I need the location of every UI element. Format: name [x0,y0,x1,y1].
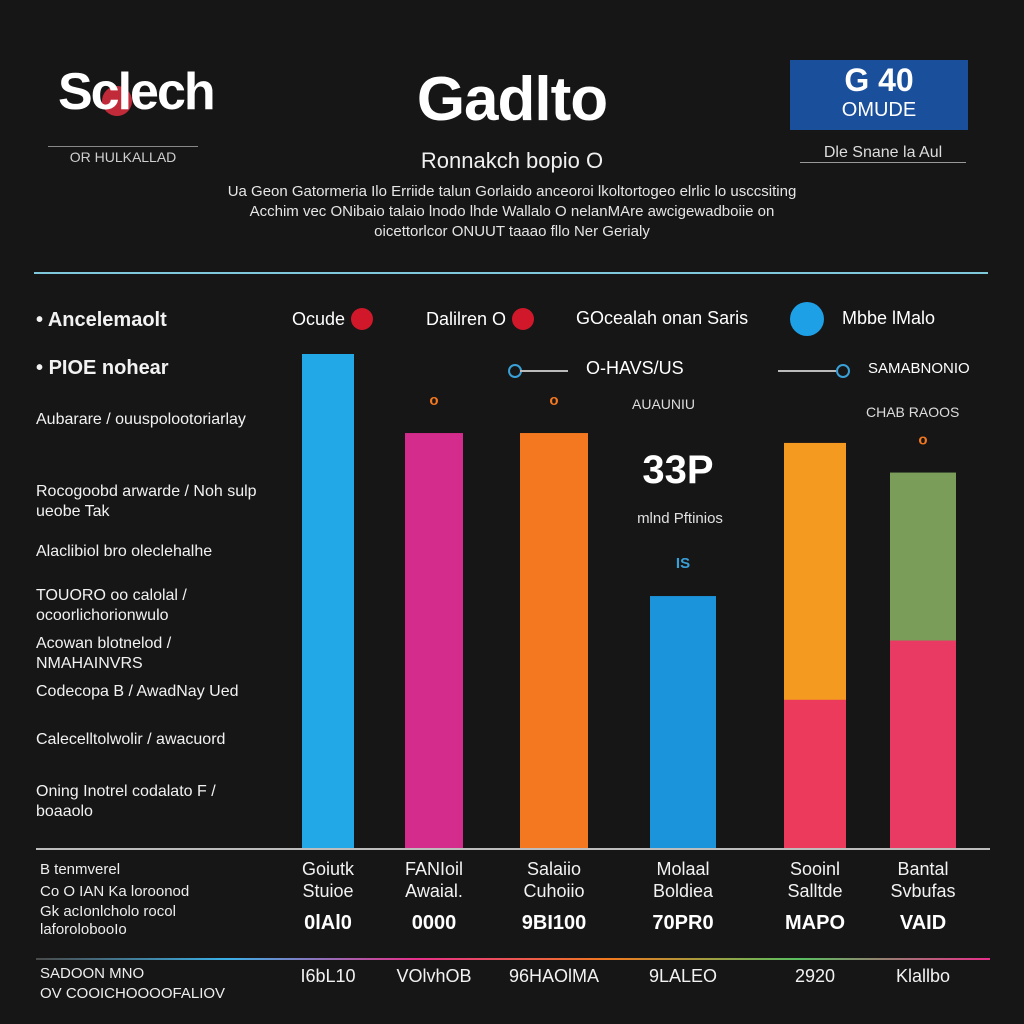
category-label: FANIoil Awaial. [404,859,464,901]
badge-big-text: G 40 [844,62,914,98]
value-label: MAPO [785,912,845,934]
circle-icon [351,308,374,330]
chart-title: Gadlto [416,65,608,134]
value-label: 0lAl0 [304,912,352,934]
bar-top-marker: o [429,392,438,409]
sidebar-item: • PIOE nohear [36,357,169,379]
legend-item: GOcealah onan Saris [576,308,748,329]
sidebar-item: Aubarare / ouuspolootoriarlay [36,411,246,428]
sidebar-item: • Ancelemaolt [36,309,167,331]
bar-segment [784,699,846,848]
footer-note: laforolobooIo [40,921,127,938]
sidebar-item: Acowan blotnelod / NMAHAINVRS [36,635,172,672]
secondary-label: 96HAOlMA [508,966,600,986]
category-label: Sooinl Salltde [787,859,843,901]
value-label: 9BI100 [521,912,587,934]
bar-top-marker: IS [676,555,690,572]
description-line: Acchim vec ONibaio talaio lnodo lhde Wal… [249,203,775,220]
right-label: SAMABNONIO [868,360,970,377]
bar [650,596,716,848]
callout-value: 33P [642,448,714,492]
description-line: oicettorlcor ONUUT taaao fllo Ner Gerial… [374,223,650,240]
secondary-label: Klallbo [895,966,951,986]
logo-subtitle: OR HULKALLAD [48,146,198,165]
value-label: 70PR0 [652,912,714,934]
sidebar-item: Calecelltolwolir / awacuord [36,731,226,748]
sidebar-item: Codecopa B / AwadNay Ued [36,683,239,700]
circle-icon [512,308,535,330]
category-label: Goiutk Stuioe [301,859,355,901]
chart-subtitle: Ronnakch bopio O [420,148,604,173]
chart-baseline [36,848,990,850]
bar [520,433,588,848]
secondary-label: 2920 [794,966,836,986]
footer-note: Co O IAN Ka loroonod [40,883,190,900]
callout-label: mlnd Pftinios [637,510,723,527]
footer-divider [36,958,990,960]
sidebar-item: Rocogoobd arwarde / Noh sulp ueobe Tak [36,483,257,520]
legend-label: Ocude [292,308,346,329]
legend-label: GOcealah onan Saris [576,308,749,328]
category-label: Molaal Boldiea [652,859,714,901]
badge-small-text: OMUDE [841,99,917,121]
value-label: 0000 [411,912,457,934]
bar [405,433,463,848]
logo: Sclech [58,62,216,122]
legend-item: Mbbe lMalo [842,308,935,329]
badge-caption: Dle Snane la Aul [800,144,966,163]
legend-item: Ocude [292,308,374,330]
bar-segment [890,640,956,848]
sidebar-item: Oning Inotrel codalato F / boaaolo [36,783,216,820]
legend-label: Mbbe lMalo [842,308,936,328]
bar [302,354,354,848]
right-label: CHAB RAOOS [866,404,960,420]
range-label: O-HAVS/US [586,358,684,378]
legend-label: Dalilren O [426,308,507,329]
bar-top-marker: o [549,392,558,409]
range-sublabel: AUAUNIU [632,396,696,412]
header-divider [34,272,988,274]
range-slider-handle[interactable] [836,364,850,378]
footer-note: B tenmverel [40,861,121,878]
footer-note: OV COOICHOOOOFALIOV [40,985,226,1002]
secondary-label: I6bL10 [300,966,356,986]
category-label: Salaiio Cuhoiio [523,859,585,901]
secondary-label: 9LALEO [648,966,718,986]
legend-item: Dalilren O [426,308,535,330]
category-label: Bantal Svbufas [890,859,956,901]
circle-icon [790,302,824,336]
description-line: Ua Geon Gatormeria Ilo Erriide talun Gor… [227,183,797,200]
header-badge: G 40 OMUDE [790,60,968,130]
sidebar-item: Alaclibiol bro oleclehalhe [36,543,213,560]
logo-text: Sclech [58,63,216,121]
range-slider-track[interactable] [778,370,836,372]
secondary-label: VOlvhOB [396,966,472,986]
range-slider-track[interactable] [520,370,568,372]
sidebar-item: TOUORO oo calolal / ocoorlichorionwulo [36,587,187,624]
footer-note: Gk acIonlcholo rocol [40,903,176,920]
logo-dot-icon [102,86,132,116]
description: Ua Geon Gatormeria Ilo Erriide talun Gor… [60,182,964,242]
bar-top-marker: o [918,432,927,449]
value-label: VAID [899,912,947,934]
footer-note: SADOON MNO [40,965,145,982]
